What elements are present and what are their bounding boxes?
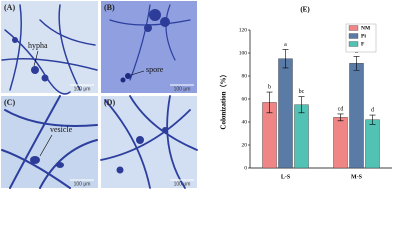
error-bar [337, 113, 344, 122]
micrograph: (D) 100 μm [100, 95, 198, 189]
y-axis-label: Colonization（%） [220, 70, 228, 129]
error-bar [282, 49, 289, 69]
x-tick-label: L-S [281, 174, 291, 180]
panel-label: (A) [4, 3, 15, 12]
micrograph: (C) vesicle 100 μm [1, 95, 98, 189]
bar [278, 58, 293, 169]
legend-swatch [348, 33, 359, 39]
significance-letter: cd [338, 106, 344, 112]
annotation: vesicle [50, 125, 73, 134]
x-tick-label: M-S [351, 174, 363, 180]
micrograph: (A) hypha 100 μm [1, 1, 98, 95]
significance-letter: a [284, 42, 287, 48]
panel-label: (D) [104, 98, 115, 107]
bar [349, 63, 364, 169]
legend-label: Pi [361, 33, 366, 39]
y-tick-label: 100 [239, 50, 248, 56]
error-bar [266, 91, 273, 114]
legend-label: NM [361, 25, 371, 31]
bar [365, 119, 380, 169]
chart-title: (E) [300, 6, 310, 14]
legend-swatch [348, 41, 359, 47]
y-tick-label: 80 [242, 73, 248, 79]
figure: (A) hypha 100 μm (B) spore 100 μm (C) ve… [1, 1, 392, 189]
chart: (E) Colonization（%） 0 20 40 60 80 100 120 L-S b a… [220, 6, 392, 180]
annotation: hypha [28, 41, 48, 50]
y-tick-label: 60 [242, 96, 248, 102]
y-tick-label: 20 [242, 142, 248, 148]
micrograph: (B) spore 100 μm [101, 1, 197, 93]
scale-bar: 100 μm [174, 86, 191, 92]
y-tick-label: 120 [239, 27, 248, 33]
significance-letter: d [371, 107, 374, 113]
panel-label: (B) [104, 3, 115, 12]
y-tick-label: 40 [242, 119, 248, 125]
panel-label: (C) [4, 98, 15, 107]
bar [333, 117, 348, 169]
legend-label: F [361, 41, 365, 47]
significance-letter: b [268, 84, 271, 90]
bar [294, 104, 309, 169]
error-bar [369, 114, 376, 125]
scale-bar: 100 μm [74, 86, 91, 92]
scale-bar: 100 μm [174, 181, 191, 187]
scale-bar: 100 μm [74, 181, 91, 187]
error-bar [298, 96, 305, 114]
y-tick-label: 0 [244, 165, 247, 171]
legend-swatch [348, 25, 359, 31]
error-bar [353, 56, 360, 71]
significance-letter: bc [299, 89, 305, 95]
annotation: spore [146, 65, 164, 74]
